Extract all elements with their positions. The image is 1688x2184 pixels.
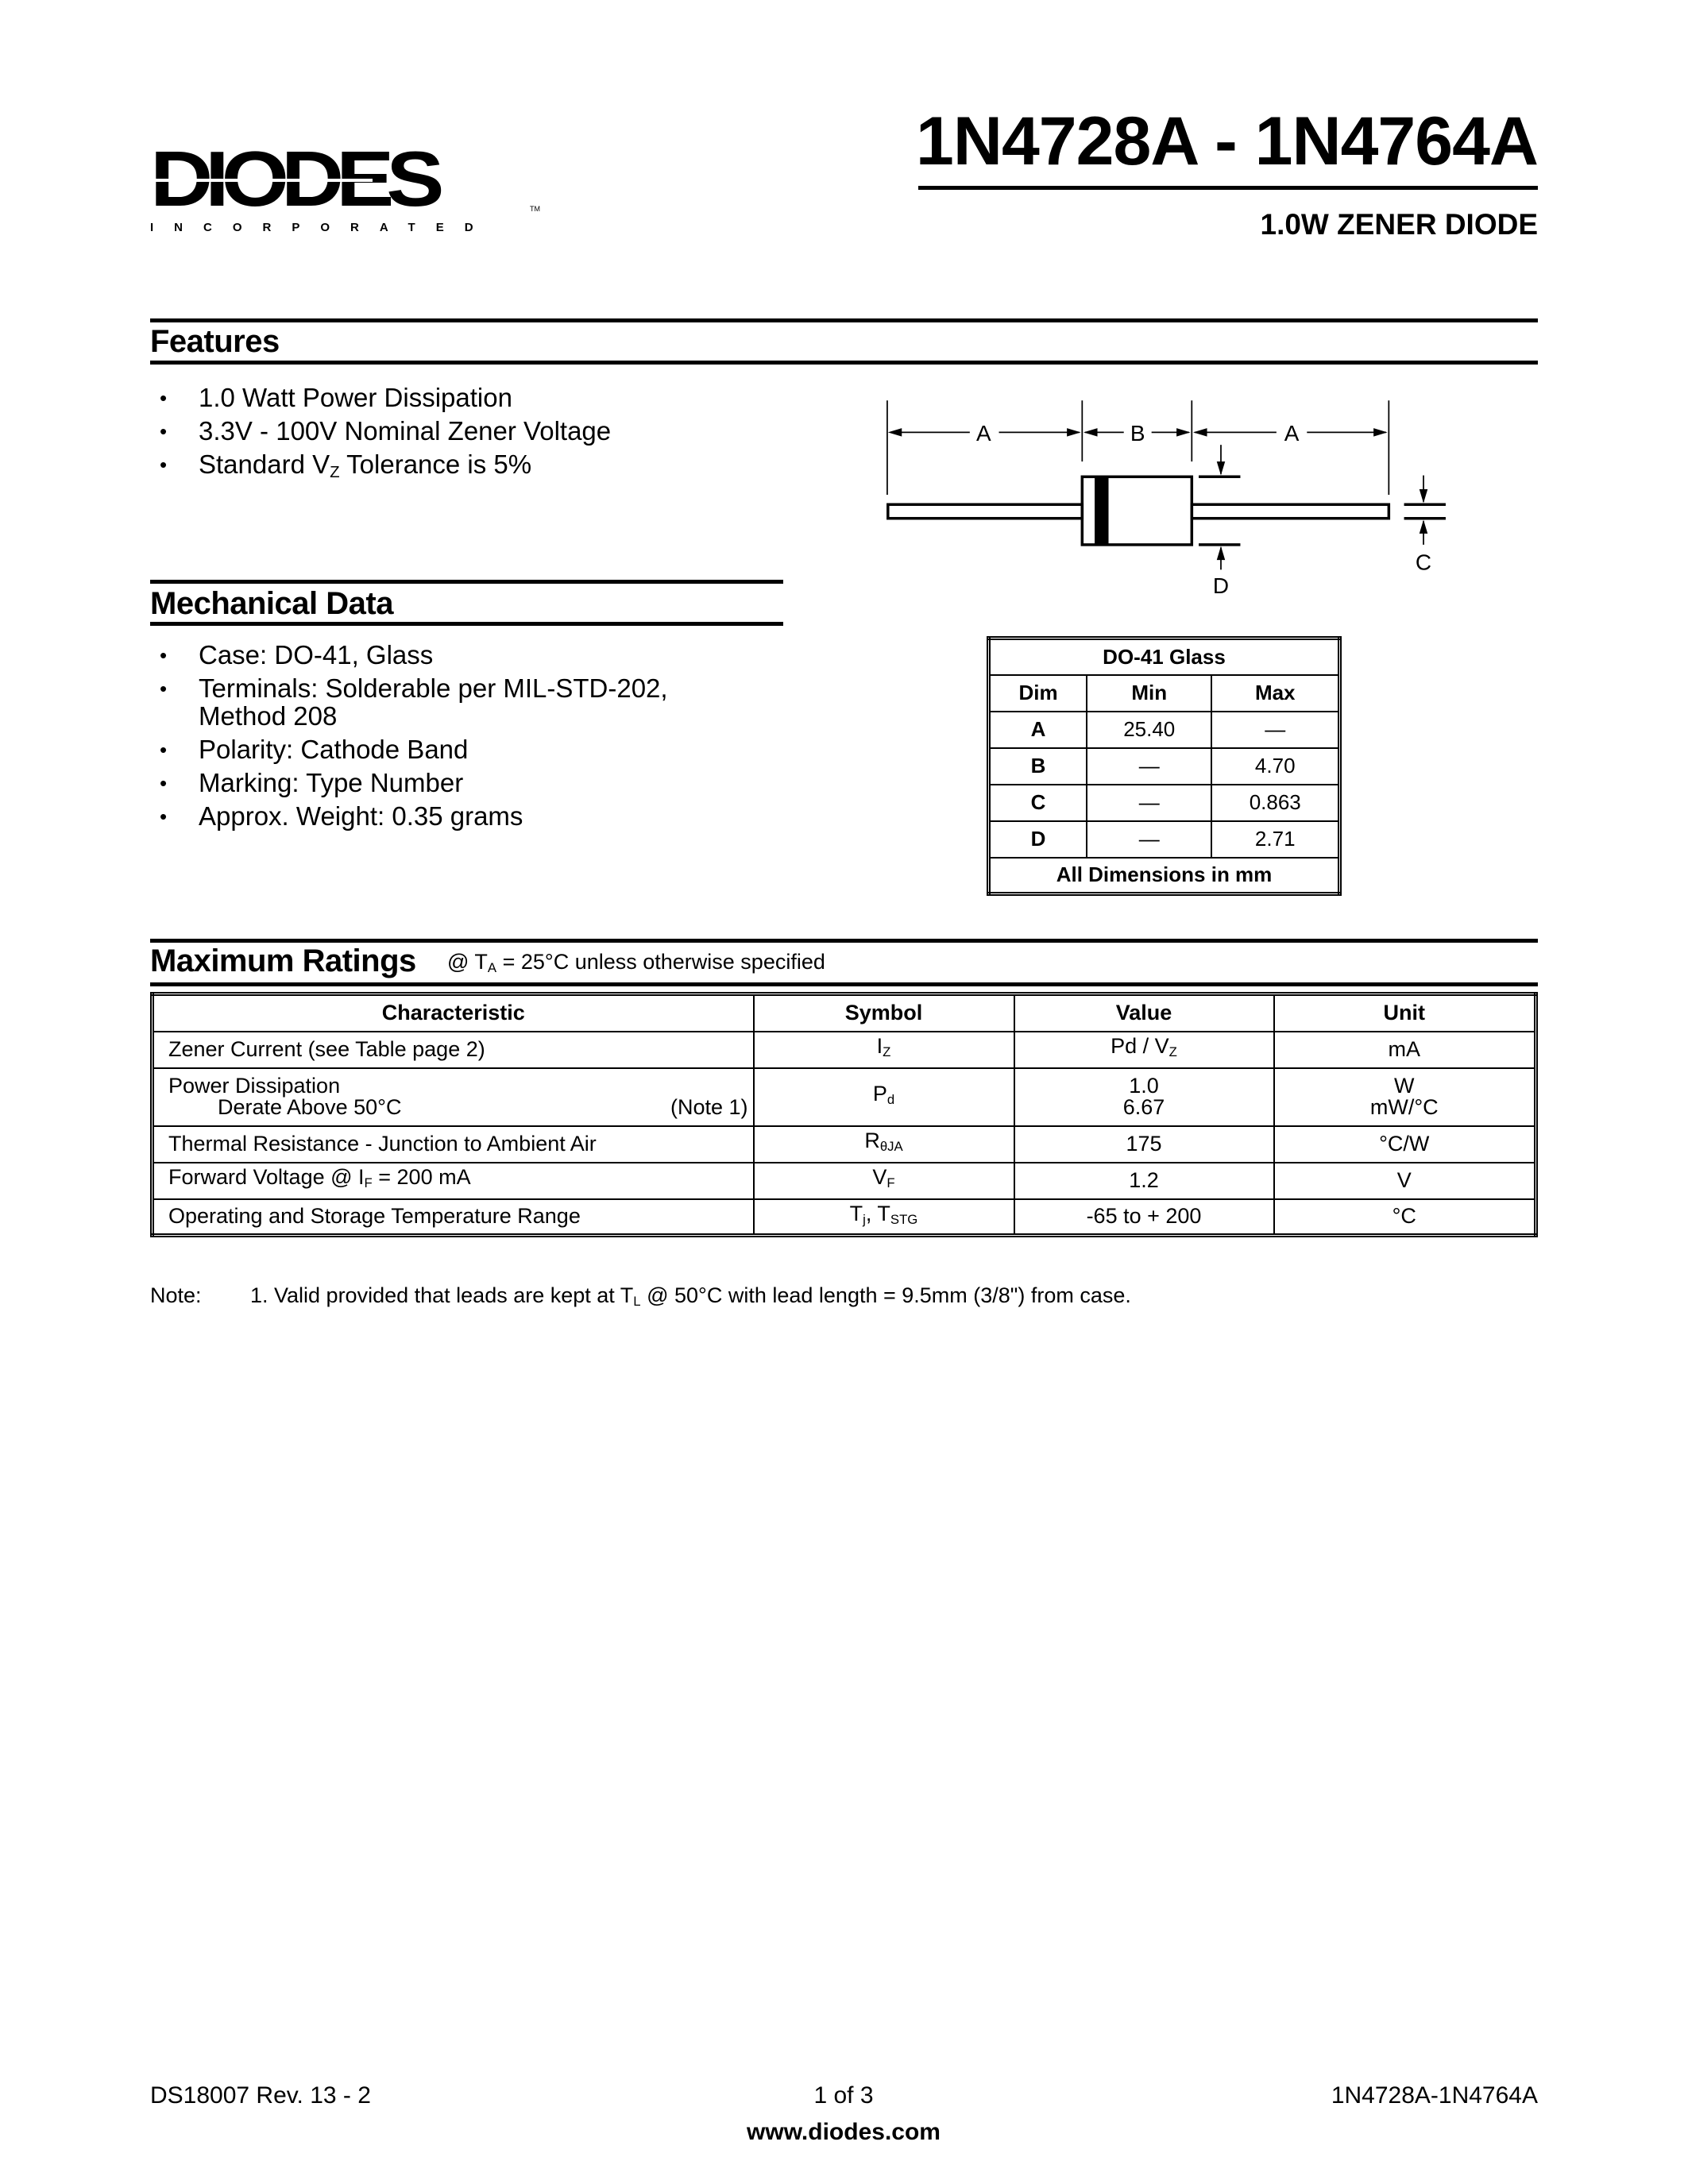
table-row: Forward Voltage @ IF = 200 mA VF 1.2 V [151,1161,1537,1200]
note-reference: (Note 1) [670,1095,748,1119]
mechanical-item: • Case: DO-41, Glass [160,640,434,669]
footer-part-range: 1N4728A-1N4764A [1331,2082,1538,2109]
col-header: Value [1013,993,1275,1032]
dimensions-table: DO-41 Glass Dim Min Max A 25.40— B —4.70 C —0… [987,636,1342,896]
dim-label-a: A [1284,421,1300,446]
table-row: Power Dissipation Derate Above 50°C (Not… [151,1067,1537,1127]
col-header: Max [1211,673,1341,712]
col-header: Min [1086,673,1213,712]
dim-table-footer: All Dimensions in mm [987,856,1341,895]
ratings-heading: Maximum Ratings [150,943,416,978]
features-heading: Features [150,324,280,359]
dim-label-d: D [1213,573,1229,598]
diodes-logo: DIODES INCORPORATED TM [150,140,547,249]
dim-label-b: B [1130,421,1145,446]
dim-table-title: DO-41 Glass [987,637,1341,676]
ratings-condition: @ TA = 25°C unless otherwise specified [447,950,825,976]
feature-item: • 1.0 Watt Power Dissipation [160,383,512,412]
note-label: Note: [150,1283,202,1307]
col-header: Dim [987,673,1088,712]
table-row: B —4.70 [987,747,1341,785]
col-header: Characteristic [151,993,755,1032]
page-subtitle: 1.0W ZENER DIODE [1260,208,1539,241]
footer-doc-id: DS18007 Rev. 13 - 2 [150,2082,371,2109]
dim-label-c: C [1416,550,1431,574]
mechanical-item: • Polarity: Cathode Band [160,735,469,764]
page-title: 1N4728A - 1N4764A [916,103,1539,179]
feature-item: • 3.3V - 100V Nominal Zener Voltage [160,416,612,446]
feature-item: • Standard VZ Tolerance is 5% [160,450,532,482]
table-row: A 25.40— [987,710,1341,749]
mechanical-item-cont: Method 208 [199,701,338,731]
col-header: Symbol [752,993,1015,1032]
footer-page-number: 1 of 3 [813,2082,874,2109]
features-rule-bottom [150,361,1538,365]
features-rule-top [150,318,1538,322]
mechanical-rule-top [150,580,783,584]
do41-package-diagram: A B A D C [886,400,1446,598]
table-row: C —0.863 [987,783,1341,822]
table-header-row: Characteristic Symbol Value Unit [151,993,1537,1032]
dim-label-a: A [976,421,991,446]
note-text: 1. Valid provided that leads are kept at… [250,1283,1131,1310]
col-header: Unit [1273,993,1537,1032]
logo-trademark: TM [530,205,540,213]
table-row: Zener Current (see Table page 2) IZ Pd /… [151,1030,1537,1069]
mechanical-item: • Approx. Weight: 0.35 grams [160,801,523,831]
max-ratings-table: Characteristic Symbol Value Unit Zener C… [150,992,1538,1237]
footer-website-link[interactable]: www.diodes.com [747,2119,941,2145]
table-row: D —2.71 [987,820,1341,859]
table-row: Thermal Resistance - Junction to Ambient… [151,1125,1537,1163]
mechanical-item: • Terminals: Solderable per MIL-STD-202, [160,673,668,703]
title-rule [918,186,1538,190]
logo-bar [150,179,373,182]
mechanical-heading: Mechanical Data [150,586,393,621]
mechanical-item: • Marking: Type Number [160,768,464,797]
ratings-rule-top [150,939,1538,943]
table-row: Operating and Storage Temperature Range … [151,1198,1537,1237]
table-header-row: Dim Min Max [987,673,1341,712]
mechanical-rule-bottom [150,622,783,626]
logo-incorporated: INCORPORATED [150,221,494,234]
ratings-rule-bottom [150,982,1538,986]
